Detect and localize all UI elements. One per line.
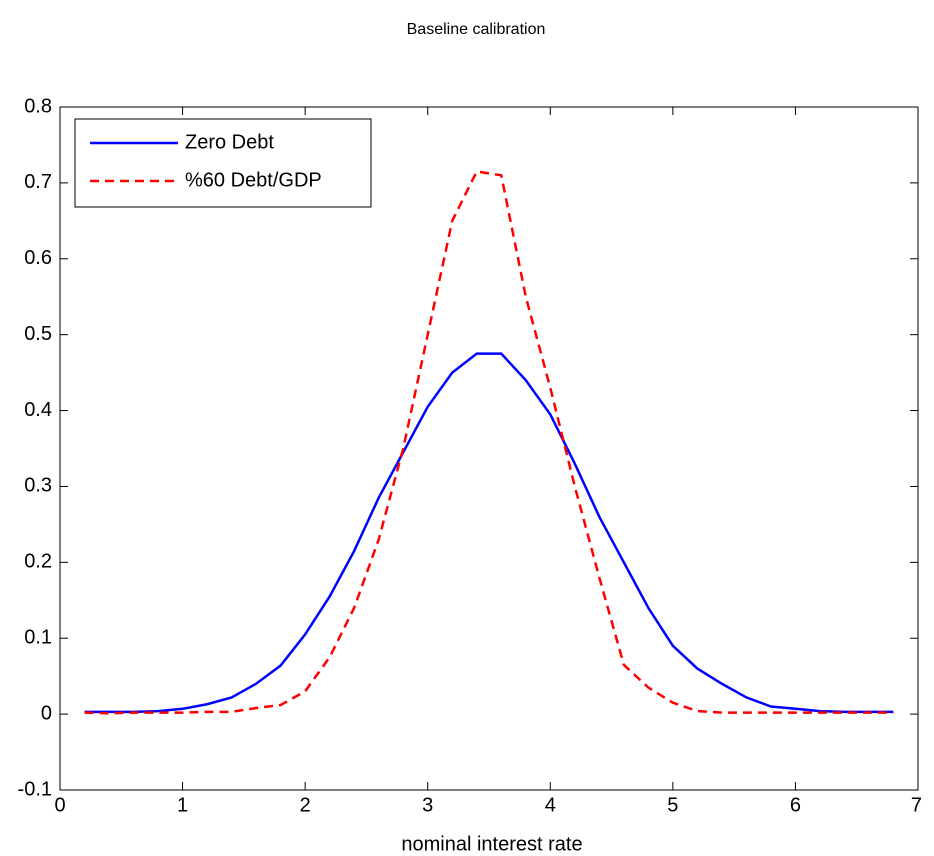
x-axis-label: nominal interest rate [401,833,582,855]
x-tick-label: 6 [790,794,801,816]
y-tick-label: 0.3 [24,475,52,497]
y-tick-label: 0.1 [24,627,52,649]
legend-box [74,118,372,208]
legend-label: Zero Debt [185,131,274,153]
plot-frame [59,106,919,791]
x-tick-label: 1 [177,794,188,816]
y-tick-label: 0.7 [24,171,52,193]
y-tick-label: 0 [41,702,52,724]
legend-label: %60 Debt/GDP [185,169,322,191]
x-tick-label: 3 [422,794,433,816]
x-tick-label: 7 [911,794,922,816]
chart-title: Baseline calibration [407,21,546,38]
y-tick-label: 0.4 [24,399,52,421]
x-tick-label: 0 [54,794,65,816]
y-tick-label: 0.6 [24,247,52,269]
y-tick-label: 0.8 [24,95,52,117]
y-tick-label: 0.2 [24,551,52,573]
x-tick-label: 5 [667,794,678,816]
x-tick-label: 2 [300,794,311,816]
x-tick-label: 4 [545,794,556,816]
y-tick-label: -0.1 [18,778,52,800]
line-series [84,352,894,714]
y-tick-label: 0.5 [24,323,52,345]
line-series [84,170,894,715]
